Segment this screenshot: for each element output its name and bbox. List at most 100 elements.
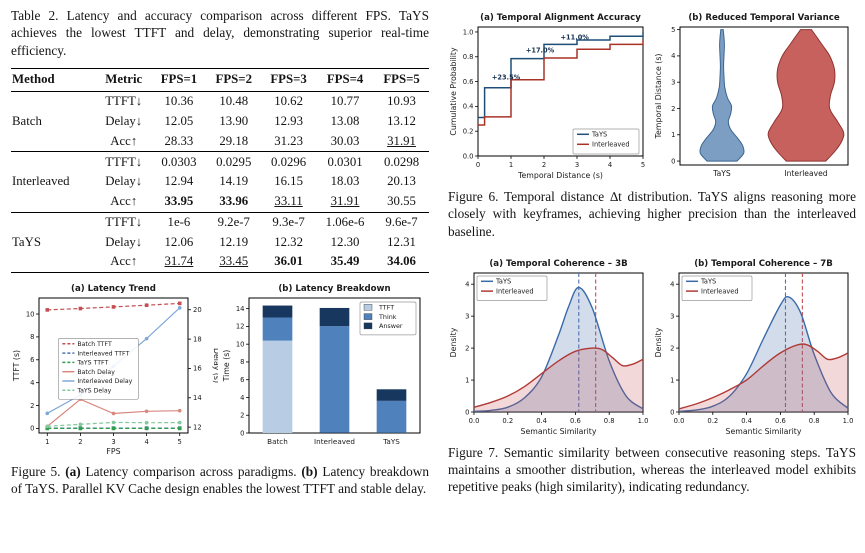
paper-page: Table 2. Latency and accuracy comparison… [11, 7, 856, 497]
value-cell: 10.62 [274, 94, 303, 109]
svg-text:8: 8 [240, 358, 244, 366]
svg-text:3: 3 [465, 312, 469, 320]
svg-text:TaYS: TaYS [712, 169, 731, 178]
svg-text:1: 1 [509, 161, 513, 169]
value-cell: 12.31 [387, 234, 416, 249]
svg-text:16: 16 [193, 365, 202, 373]
value-cell: 9.3e-7 [261, 211, 316, 233]
value-cell: 31.23 [274, 133, 303, 148]
svg-text:0.2: 0.2 [707, 417, 718, 425]
latency-breakdown-chart: (b) Latency Breakdown 0 2 4 6 8 10 12 14 Time (s)… [221, 279, 428, 457]
col-header-4: FPS=3 [261, 68, 316, 92]
value-cell: 12.94 [164, 174, 194, 189]
svg-text:1: 1 [671, 131, 675, 139]
svg-text:6: 6 [240, 376, 244, 384]
value-cell: 33.96 [219, 194, 249, 209]
metric-cell: TTFT↓ [95, 151, 152, 172]
svg-text:4: 4 [240, 394, 244, 402]
svg-text:FPS: FPS [106, 447, 120, 456]
svg-text:Answer: Answer [379, 322, 403, 330]
svg-text:TaYS Delay: TaYS Delay [76, 387, 111, 394]
col-header-6: FPS=5 [374, 68, 429, 92]
value-cell: 12.30 [330, 234, 360, 249]
figure5-caption: Figure 5. (a) Latency comparison across … [11, 463, 430, 497]
svg-text:2: 2 [670, 344, 674, 352]
value-cell: 29.18 [219, 133, 249, 148]
svg-text:1: 1 [465, 376, 469, 384]
temporal-coherence-3b-chart: (a) Temporal Coherence – 3B 0.0 0.2 0.4 0.6 0… [448, 254, 650, 437]
svg-text:+17.0%: +17.0% [526, 46, 555, 54]
figure7-caption: Figure 7. Semantic similarity between co… [448, 444, 856, 495]
svg-text:TTFT: TTFT [378, 303, 394, 311]
svg-text:0: 0 [476, 161, 480, 169]
svg-text:0.6: 0.6 [775, 417, 786, 425]
col-header-1: Metric [95, 68, 152, 92]
value-cell: 14.19 [219, 174, 249, 189]
table2-caption: Table 2. Latency and accuracy comparison… [11, 8, 429, 58]
svg-text:Density: Density [449, 327, 458, 357]
value-cell: 0.0298 [374, 151, 429, 172]
svg-text:2: 2 [30, 402, 34, 410]
svg-text:Interleaved: Interleaved [701, 287, 739, 295]
svg-text:14: 14 [193, 394, 202, 402]
svg-text:1.0: 1.0 [463, 28, 474, 36]
col-header-0: Method [11, 68, 96, 92]
value-cell: 12.06 [164, 234, 194, 249]
svg-text:0.8: 0.8 [463, 53, 474, 61]
right-column: (a) Temporal Alignment Accuracy 0 1 2 3 4 5 0.0… [448, 7, 856, 497]
value-cell: 33.95 [164, 194, 194, 209]
value-cell: 28.33 [164, 133, 194, 148]
svg-text:Interleaved: Interleaved [592, 141, 630, 149]
svg-text:0: 0 [240, 429, 244, 437]
value-cell: 13.12 [387, 114, 416, 129]
value-cell: 10.77 [330, 94, 360, 109]
value-cell: 33.45 [219, 254, 249, 269]
svg-text:Interleaved TTFT: Interleaved TTFT [77, 350, 129, 357]
svg-text:4: 4 [465, 280, 469, 288]
svg-text:3: 3 [670, 312, 674, 320]
svg-text:0.6: 0.6 [570, 417, 581, 425]
value-cell: 16.15 [274, 174, 303, 189]
svg-text:(a) Temporal Alignment Accurac: (a) Temporal Alignment Accuracy [480, 13, 641, 23]
svg-text:1: 1 [45, 438, 49, 446]
table-row: Acc↑ 33.95 33.96 33.11 31.91 30.55 [11, 192, 429, 212]
table-row: Delay↓ 12.94 14.19 16.15 18.03 20.13 [11, 172, 429, 192]
svg-text:0: 0 [30, 425, 34, 433]
temporal-coherence-7b-chart: (b) Temporal Coherence – 7B 0.0 0.2 0.4 0.6 0… [653, 254, 855, 437]
svg-text:TaYS: TaYS [591, 131, 607, 139]
value-cell: 34.06 [387, 254, 416, 269]
svg-text:5: 5 [178, 438, 182, 446]
svg-text:Semantic Similarity: Semantic Similarity [726, 427, 802, 436]
svg-text:(b) Temporal Coherence – 7B: (b) Temporal Coherence – 7B [694, 259, 833, 269]
svg-text:0.0: 0.0 [674, 417, 685, 425]
col-header-2: FPS=1 [151, 68, 207, 92]
metric-cell: Delay↓ [105, 234, 143, 249]
value-cell: 0.0296 [261, 151, 316, 172]
svg-text:Delay (s): Delay (s) [212, 348, 218, 383]
svg-text:Think: Think [378, 313, 397, 321]
svg-text:(a) Latency Trend: (a) Latency Trend [71, 284, 156, 294]
col-header-3: FPS=2 [206, 68, 262, 92]
svg-text:18: 18 [193, 335, 202, 343]
table-header-row: Method Metric FPS=1 FPS=2 FPS=3 FPS=4 FPS=5 [11, 68, 429, 92]
svg-text:Batch: Batch [267, 437, 288, 446]
svg-text:3: 3 [111, 438, 115, 446]
svg-text:2: 2 [240, 411, 244, 419]
method-cell: TaYS [11, 211, 96, 273]
value-cell: 0.0301 [316, 151, 375, 172]
value-cell: 12.93 [274, 114, 303, 129]
latency-table: Method Metric FPS=1 FPS=2 FPS=3 FPS=4 FPS=5 Ba… [11, 67, 429, 273]
value-cell: 12.32 [274, 234, 303, 249]
svg-text:12: 12 [193, 423, 202, 431]
svg-text:4: 4 [670, 280, 674, 288]
svg-text:14: 14 [236, 305, 245, 313]
svg-text:Interleaved: Interleaved [784, 169, 827, 178]
svg-text:Temporal Distance (s): Temporal Distance (s) [654, 54, 663, 140]
svg-text:Temporal Distance (s): Temporal Distance (s) [517, 171, 603, 180]
svg-text:TaYS TTFT: TaYS TTFT [76, 359, 108, 366]
value-cell: 36.01 [274, 254, 303, 269]
method-cell: Batch [12, 114, 42, 129]
value-cell: 30.03 [330, 133, 360, 148]
svg-text:0.4: 0.4 [463, 103, 474, 111]
svg-text:2: 2 [542, 161, 546, 169]
